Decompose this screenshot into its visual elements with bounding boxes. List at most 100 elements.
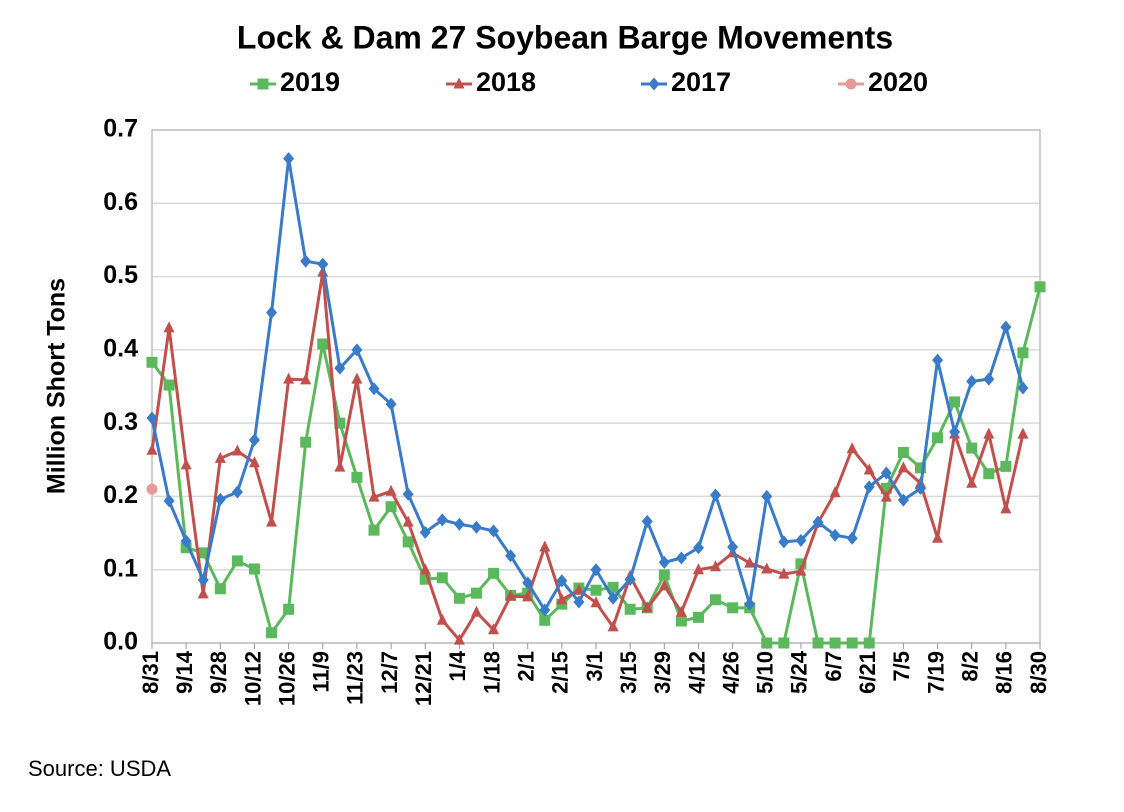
marker [761, 562, 773, 574]
y-tick-label: 0.2 [103, 481, 138, 509]
marker [710, 594, 722, 606]
marker [778, 535, 790, 549]
marker [846, 442, 858, 454]
marker [932, 353, 944, 367]
marker [795, 558, 807, 570]
marker [624, 572, 636, 586]
marker [692, 611, 704, 623]
y-tick-label: 0.7 [103, 115, 138, 143]
marker [590, 584, 602, 596]
marker [180, 534, 192, 548]
marker [1017, 347, 1029, 359]
marker [231, 555, 243, 567]
marker [573, 595, 585, 609]
legend-label: 2018 [476, 67, 536, 97]
marker [419, 563, 431, 575]
marker [556, 574, 568, 588]
marker [248, 563, 260, 575]
x-tick-label: 10/12 [240, 651, 265, 706]
marker [949, 425, 961, 439]
marker [248, 456, 260, 468]
marker [539, 540, 551, 552]
marker [283, 152, 295, 166]
marker [351, 372, 363, 384]
marker [829, 486, 841, 498]
marker [488, 567, 500, 579]
marker [932, 531, 944, 543]
marker [897, 446, 909, 458]
marker [932, 432, 944, 444]
marker [419, 573, 431, 585]
x-tick-label: 9/28 [206, 651, 231, 694]
x-tick-label: 3/15 [616, 651, 641, 694]
marker [812, 515, 824, 529]
y-axis-label: Million Short Tons [43, 278, 71, 494]
marker [368, 490, 380, 502]
marker [983, 427, 995, 439]
marker [197, 573, 209, 587]
marker [863, 463, 875, 475]
marker [658, 555, 670, 569]
marker [607, 581, 619, 593]
marker [692, 541, 704, 555]
marker [641, 601, 653, 613]
marker [573, 583, 585, 595]
marker [197, 587, 209, 599]
y-tick-label: 0.1 [103, 554, 138, 582]
legend-item: 2020 [838, 67, 928, 97]
marker [812, 637, 824, 649]
marker [453, 517, 465, 531]
marker [334, 460, 346, 472]
marker [351, 471, 363, 483]
marker [334, 417, 346, 429]
marker [539, 614, 551, 626]
marker [146, 411, 158, 425]
marker [214, 451, 226, 463]
marker [744, 597, 756, 611]
marker [300, 254, 312, 268]
marker [214, 583, 226, 595]
marker [488, 623, 500, 635]
marker [197, 547, 209, 559]
x-tick-label: 2/15 [548, 651, 573, 694]
marker [351, 343, 363, 357]
marker [385, 397, 397, 411]
marker [897, 493, 909, 507]
marker [453, 633, 465, 645]
x-tick-label: 12/7 [377, 651, 402, 694]
marker [146, 443, 158, 455]
marker [846, 531, 858, 545]
marker [231, 444, 243, 456]
marker [966, 476, 978, 488]
marker [658, 569, 670, 581]
marker [914, 462, 926, 474]
x-tick-label: 10/26 [274, 651, 299, 706]
marker [1034, 281, 1046, 293]
x-tick-label: 6/21 [855, 651, 880, 694]
x-tick-label: 3/29 [650, 651, 675, 694]
marker [983, 372, 995, 386]
y-tick-label: 0.5 [103, 261, 138, 289]
marker [300, 373, 312, 385]
marker [641, 514, 653, 528]
marker [880, 466, 892, 480]
marker [675, 615, 687, 627]
y-tick-label: 0.0 [103, 628, 138, 656]
x-tick-label: 5/24 [787, 650, 812, 694]
marker [880, 482, 892, 494]
x-tick-label: 5/10 [753, 651, 778, 694]
marker [419, 525, 431, 539]
marker [505, 589, 517, 601]
marker [163, 494, 175, 508]
marker [283, 372, 295, 384]
marker [1017, 381, 1029, 395]
marker [146, 356, 158, 368]
y-tick-label: 0.6 [103, 188, 138, 216]
x-tick-label: 1/18 [479, 651, 504, 694]
x-tick-label: 2/1 [514, 651, 539, 682]
y-tick-label: 0.4 [103, 334, 138, 362]
marker [214, 492, 226, 506]
series-line [150, 270, 1025, 642]
marker [505, 549, 517, 563]
